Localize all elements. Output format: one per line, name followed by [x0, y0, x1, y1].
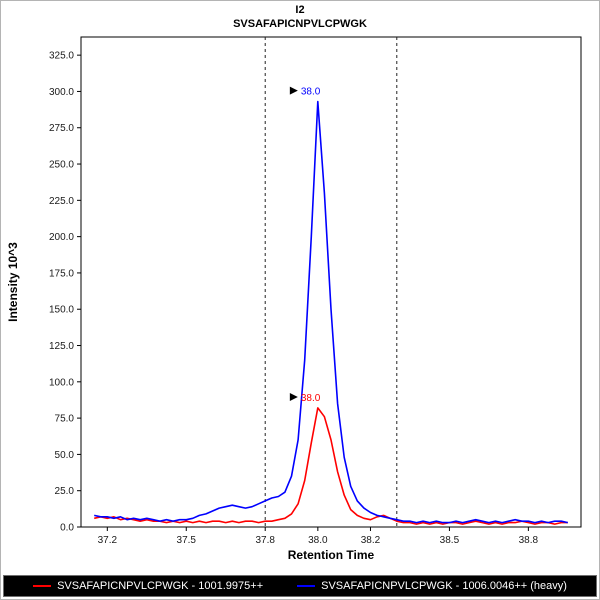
legend-item-heavy: SVSAFAPICNPVLCPWGK - 1006.0046++ (heavy) [297, 580, 567, 592]
x-tick-label: 37.2 [98, 535, 118, 546]
legend-swatch-red-icon [33, 585, 52, 587]
y-tick-label: 150.0 [49, 305, 74, 316]
y-tick-label: 0.0 [60, 523, 74, 534]
y-axis-label: Intensity 10^3 [6, 242, 20, 322]
legend: SVSAFAPICNPVLCPWGK - 1001.9975++ SVSAFAP… [3, 575, 597, 597]
peptide-sequence-subtitle: SVSAFAPICNPVLCPWGK [233, 17, 367, 30]
peak-rt-label-light: 38.0 [301, 393, 321, 404]
legend-label-heavy: SVSAFAPICNPVLCPWGK - 1006.0046++ (heavy) [321, 580, 567, 592]
chromatogram-svg[interactable]: 0.0 25.0 50.0 75.0 100.0 125.0 150.0 175.0 200.0… [1, 1, 599, 567]
y-tick-label: 50.0 [55, 450, 75, 461]
y-tick-label: 100.0 [49, 377, 74, 388]
x-tick-label: 37.8 [255, 535, 275, 546]
plot-area[interactable] [80, 36, 582, 528]
trace-heavy [94, 100, 568, 524]
x-tick-label: 37.5 [177, 535, 197, 546]
legend-swatch-blue-icon [297, 585, 316, 587]
y-tick-label: 275.0 [49, 123, 74, 134]
y-tick-label: 175.0 [49, 268, 74, 279]
y-tick-label: 200.0 [49, 232, 74, 243]
chart-titles: I2 SVSAFAPICNPVLCPWGK [1, 4, 599, 32]
x-tick-label: 38.0 [308, 535, 328, 546]
y-tick-label: 250.0 [49, 160, 74, 171]
y-tick-label: 325.0 [49, 51, 74, 62]
chart-title: I2 [295, 4, 305, 16]
y-tick-label: 300.0 [49, 87, 74, 98]
peak-rt-label-heavy: 38.0 [301, 87, 321, 98]
x-axis-label: Retention Time [288, 548, 375, 562]
x-tick-label: 38.2 [361, 535, 381, 546]
y-tick-label: 25.0 [55, 486, 75, 497]
x-tick-label: 38.8 [519, 535, 539, 546]
y-tick-label: 225.0 [49, 196, 74, 207]
legend-item-light: SVSAFAPICNPVLCPWGK - 1001.9975++ [33, 580, 263, 592]
y-tick-label: 75.0 [55, 414, 75, 425]
peak-arrow-icon [289, 86, 298, 95]
y-tick-label: 125.0 [49, 341, 74, 352]
legend-label-light: SVSAFAPICNPVLCPWGK - 1001.9975++ [57, 580, 264, 592]
peak-arrow-icon [289, 392, 298, 401]
x-tick-label: 38.5 [440, 535, 460, 546]
